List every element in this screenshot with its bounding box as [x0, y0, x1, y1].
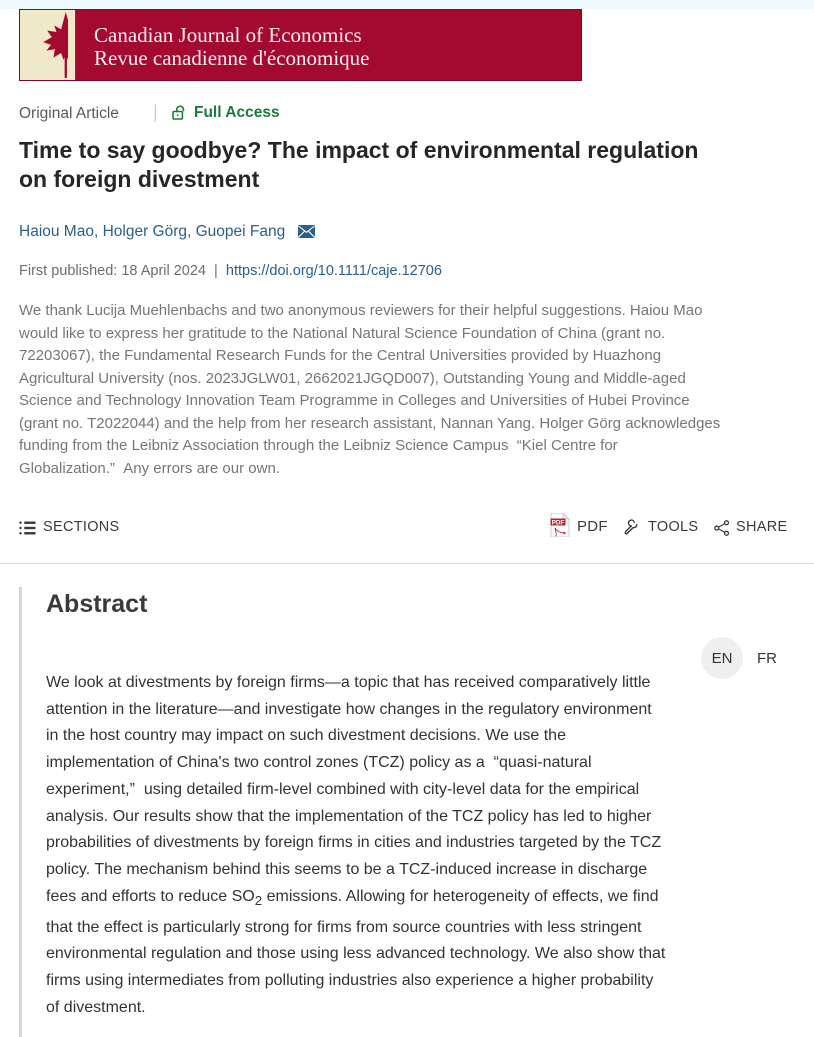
- svg-text:PDF: PDF: [552, 519, 565, 526]
